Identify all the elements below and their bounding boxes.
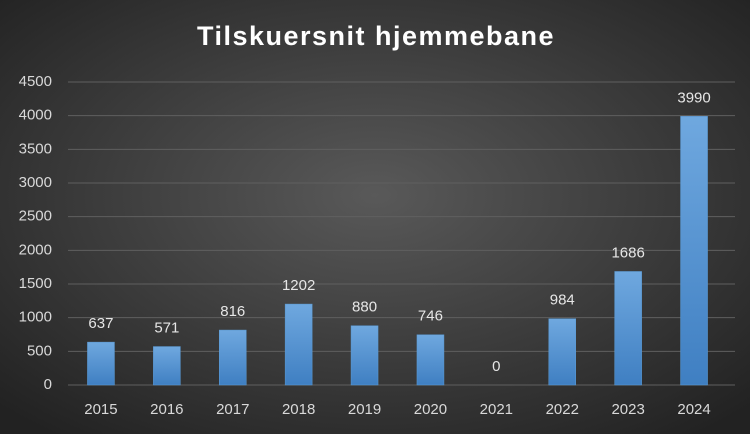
bar [416, 334, 445, 386]
y-tick-label: 1500 [19, 275, 52, 292]
y-tick-label: 2000 [19, 241, 52, 258]
x-tick-label: 2022 [546, 401, 579, 418]
data-label: 637 [88, 315, 113, 332]
y-tick-label: 4000 [19, 107, 52, 124]
x-tick-label: 2021 [480, 401, 513, 418]
bar [350, 325, 379, 386]
data-label: 816 [220, 303, 245, 320]
x-tick-label: 2015 [84, 401, 117, 418]
data-label: 3990 [677, 89, 710, 106]
y-tick-label: 1000 [19, 309, 52, 326]
data-label: 880 [352, 299, 377, 316]
chart-title: Tilskuersnit hjemmebane [197, 21, 555, 51]
x-tick-label: 2019 [348, 401, 381, 418]
bar [284, 303, 313, 386]
x-tick-label: 2017 [216, 401, 249, 418]
y-tick-label: 500 [27, 342, 52, 359]
y-tick-label: 3500 [19, 140, 52, 157]
x-tick-label: 2018 [282, 401, 315, 418]
y-tick-label: 2500 [19, 208, 52, 225]
bar [153, 346, 181, 386]
x-tick-label: 2016 [150, 401, 183, 418]
bar [614, 271, 642, 386]
y-tick-label: 4500 [19, 73, 52, 90]
data-label: 0 [492, 358, 500, 375]
bar [219, 329, 247, 386]
x-tick-label: 2024 [677, 401, 710, 418]
bar [680, 116, 708, 386]
bar [548, 318, 576, 386]
data-label: 984 [550, 292, 575, 309]
data-label: 1202 [282, 277, 315, 294]
x-tick-label: 2023 [611, 401, 644, 418]
data-label: 571 [154, 320, 179, 337]
x-tick-label: 2020 [414, 401, 447, 418]
bar [87, 341, 115, 386]
y-tick-label: 0 [44, 376, 52, 393]
y-tick-label: 3000 [19, 174, 52, 191]
data-label: 1686 [611, 244, 644, 261]
data-label: 746 [418, 308, 443, 325]
